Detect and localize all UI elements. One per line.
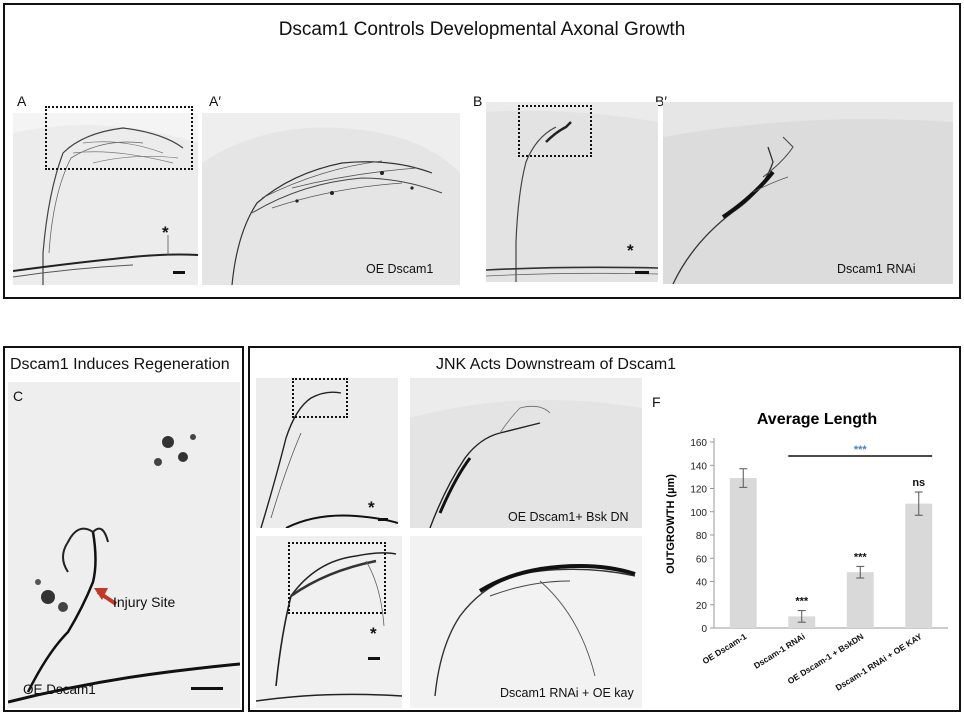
jnk-panel: JNK Acts Downstream of Dscam1 D D′ E E′ … bbox=[248, 346, 961, 712]
panel-label-b: B bbox=[473, 93, 483, 109]
panel-label-c: C bbox=[13, 388, 24, 404]
asterisk-e: * bbox=[370, 624, 377, 643]
y-tick-label: 20 bbox=[696, 601, 708, 612]
top-panel-title: Dscam1 Controls Developmental Axonal Gro… bbox=[278, 19, 686, 40]
chart-f: Average Length OUTGROWTH (µm) 0 20 40 60 80 1… bbox=[652, 390, 956, 708]
regeneration-panel: Dscam1 Induces Regeneration Injury Site … bbox=[3, 346, 244, 712]
scale-bar-e bbox=[368, 657, 380, 660]
y-tick-label: 160 bbox=[690, 438, 707, 449]
micrograph-d bbox=[256, 378, 398, 528]
bar-1 bbox=[729, 478, 757, 628]
chart-title: Average Length bbox=[757, 411, 877, 428]
zoom-box-b bbox=[518, 105, 592, 157]
scale-bar-a bbox=[173, 271, 185, 274]
comparison-label: *** bbox=[854, 444, 868, 456]
category-label: OE Dscam-1 bbox=[701, 631, 749, 666]
y-tick-label: 60 bbox=[696, 554, 708, 565]
y-tick-label: 80 bbox=[696, 531, 708, 542]
jnk-panel-title: JNK Acts Downstream of Dscam1 bbox=[436, 356, 677, 373]
significance-label: ns bbox=[912, 477, 925, 489]
bar-3 bbox=[846, 572, 874, 628]
panel-label-f: F bbox=[652, 394, 661, 410]
bar-4 bbox=[905, 503, 933, 628]
zoom-box-a bbox=[45, 106, 193, 170]
micrograph-a bbox=[13, 113, 198, 285]
y-tick-label: 140 bbox=[690, 461, 707, 472]
scale-bar-c bbox=[191, 687, 223, 690]
asterisk-b: * bbox=[627, 241, 634, 260]
caption-e-prime: Dscam1 RNAi + OE kay bbox=[500, 686, 634, 700]
chart-y-axis-label: OUTGROWTH (µm) bbox=[665, 474, 677, 574]
scale-bar-b bbox=[635, 271, 649, 274]
significance-label: *** bbox=[854, 551, 868, 563]
micrograph-e bbox=[256, 536, 402, 708]
y-tick-label: 40 bbox=[696, 578, 708, 589]
y-tick-label: 0 bbox=[701, 624, 707, 635]
panel-label-a-prime: A′ bbox=[209, 93, 221, 109]
average-length-chart: Average Length OUTGROWTH (µm) 0 20 40 60 80 1… bbox=[665, 411, 948, 693]
micrograph-b-prime bbox=[663, 102, 953, 284]
caption-a-prime: OE Dscam1 bbox=[366, 262, 434, 276]
micrograph-c bbox=[8, 382, 240, 708]
category-label: Dscam-1 RNAi bbox=[752, 631, 807, 671]
top-panel: Dscam1 Controls Developmental Axonal Gro… bbox=[3, 3, 961, 299]
asterisk-a: * bbox=[162, 223, 169, 242]
y-tick-label: 100 bbox=[690, 508, 707, 519]
caption-c: OE Dscam1 bbox=[23, 682, 96, 697]
micrograph-a-prime bbox=[202, 113, 460, 285]
micrograph-d-prime bbox=[410, 378, 642, 528]
panel-label-a: A bbox=[17, 93, 27, 109]
scale-bar-d bbox=[378, 518, 388, 521]
significance-label: *** bbox=[795, 596, 809, 608]
panel-label-b-prime: B′ bbox=[655, 93, 667, 109]
micrograph-b bbox=[486, 102, 658, 282]
micrograph-e-prime bbox=[410, 536, 642, 708]
asterisk-d: * bbox=[368, 498, 375, 517]
caption-b-prime: Dscam1 RNAi bbox=[837, 262, 916, 276]
y-tick-label: 120 bbox=[690, 485, 707, 496]
zoom-box-e bbox=[288, 542, 386, 614]
regeneration-panel-title: Dscam1 Induces Regeneration bbox=[10, 356, 230, 373]
caption-d-prime: OE Dscam1+ Bsk DN bbox=[508, 510, 629, 524]
zoom-box-d bbox=[292, 378, 348, 418]
caption-injury-site: Injury Site bbox=[113, 594, 176, 610]
